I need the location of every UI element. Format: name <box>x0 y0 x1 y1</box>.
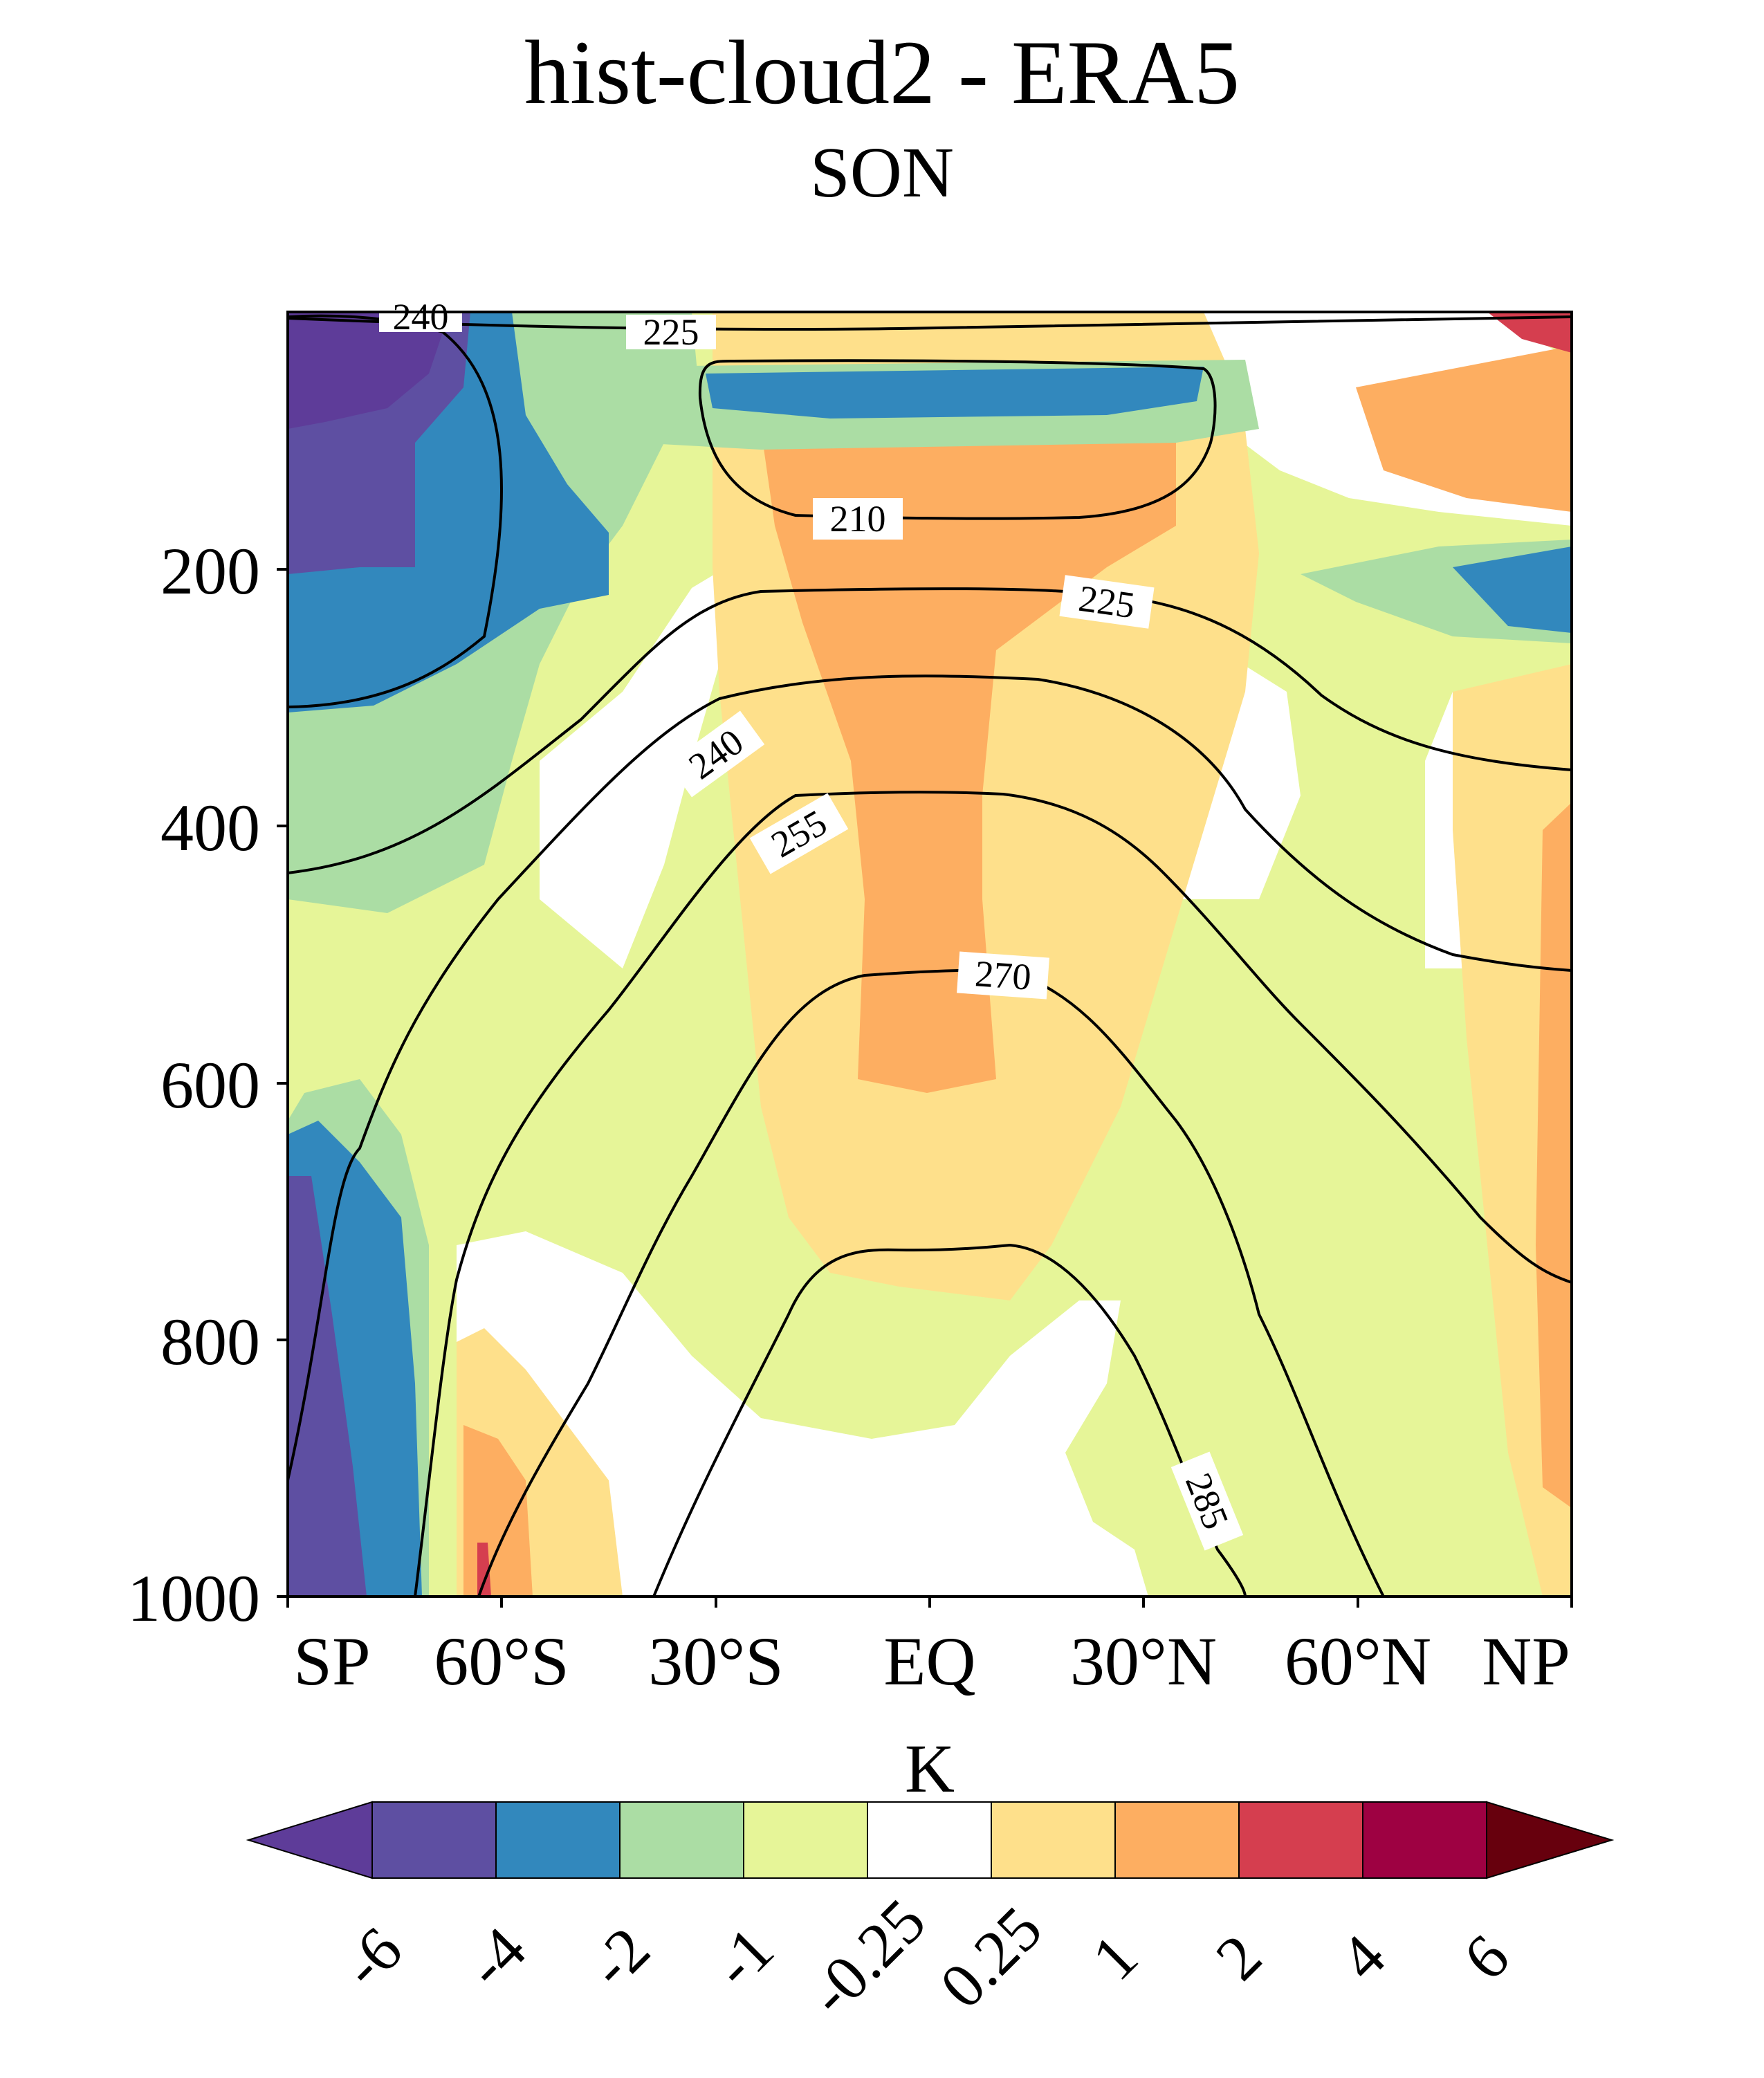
x-tick-label: 60°N <box>1285 1623 1431 1700</box>
y-axis: 200 400 600 800 1000 <box>127 534 288 1635</box>
x-tick-label: 60°S <box>434 1623 569 1700</box>
colorbar-tick-label: -0.25 <box>795 1885 939 2029</box>
field-patch <box>1356 346 1572 512</box>
colorbar-tick-label: 6 <box>1450 1921 1523 1994</box>
x-tick-label: NP <box>1482 1623 1570 1700</box>
colorbar-tick-label: 2 <box>1202 1921 1275 1994</box>
field-patch <box>540 567 726 968</box>
y-tick-label: 800 <box>160 1305 260 1379</box>
colorbar-tick-label: -6 <box>328 1913 415 2001</box>
x-tick-label: SP <box>293 1623 370 1700</box>
field-patch <box>706 367 1204 419</box>
colorbar-tick-label: -2 <box>576 1913 663 2001</box>
colorbar-tick-label: 4 <box>1326 1921 1399 1994</box>
y-tick-label: 400 <box>160 791 260 865</box>
contour-line-240-sp <box>288 314 503 708</box>
field-patch <box>1536 802 1572 1508</box>
contour-line-240 <box>288 674 1572 1481</box>
colorbar-extend-low <box>246 1801 373 1879</box>
contour-label: 225 <box>643 311 699 353</box>
field-patch <box>1487 312 1572 353</box>
y-tick-label: 200 <box>160 534 260 608</box>
x-tick-label: EQ <box>883 1623 975 1700</box>
colorbar-segment <box>1114 1801 1240 1879</box>
contour-label: 210 <box>830 498 886 540</box>
contour-line-225 <box>288 587 1572 874</box>
colorbar-segment <box>1238 1801 1363 1879</box>
chart-title: hist-cloud2 - ERA5 <box>524 21 1240 123</box>
filled-contours <box>288 312 1572 1597</box>
contour-line-270 <box>477 968 1385 1597</box>
colorbar-segment <box>991 1801 1116 1879</box>
colorbar-tick-label: 0.25 <box>926 1893 1055 2021</box>
x-tick-label: 30°N <box>1070 1623 1217 1700</box>
contour-label: 240 <box>393 296 449 338</box>
colorbar-segment <box>743 1801 868 1879</box>
y-tick-label: 600 <box>160 1048 260 1122</box>
colorbar-tick-label: -1 <box>699 1913 787 2001</box>
y-tick-label: 1000 <box>127 1561 260 1635</box>
field-patch <box>288 312 450 429</box>
contour-line-210 <box>698 359 1217 520</box>
colorbar-extend-high <box>1486 1801 1615 1879</box>
field-patch <box>1176 657 1301 899</box>
colorbar-segment <box>371 1801 497 1879</box>
field-patch <box>288 1176 367 1597</box>
colorbar-segment <box>495 1801 621 1879</box>
x-axis: SP 60°S 30°S EQ 30°N 60°N NP <box>286 1597 1573 1700</box>
x-tick-label: 30°S <box>648 1623 784 1700</box>
contour-label: 225 <box>1076 578 1138 627</box>
colorbar-tick-label: 1 <box>1078 1921 1151 1994</box>
colorbar-segment <box>619 1801 744 1879</box>
contour-line-255 <box>414 791 1572 1597</box>
chart-subtitle: SON <box>809 133 955 212</box>
contour-label: 270 <box>974 953 1033 998</box>
contour-line-225-top <box>288 315 1572 331</box>
field-patch <box>1453 546 1572 633</box>
field-patch <box>477 1543 491 1597</box>
colorbar: K -6 -4 -2 -1 -0.25 0.25 1 2 4 6 <box>246 1730 1615 2029</box>
field-patch <box>761 429 1176 1093</box>
colorbar-segment <box>867 1801 992 1879</box>
colorbar-label: K <box>905 1730 955 1807</box>
colorbar-tick-label: -4 <box>452 1913 539 2001</box>
field-patch <box>457 1231 1148 1597</box>
colorbar-segment <box>1362 1801 1487 1879</box>
